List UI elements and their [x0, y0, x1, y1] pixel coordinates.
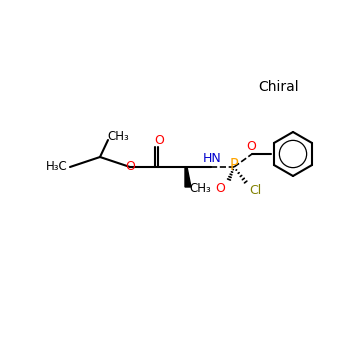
Text: H₃C: H₃C [46, 161, 68, 174]
Text: P: P [230, 159, 238, 174]
Text: HN: HN [203, 153, 221, 166]
Text: O: O [154, 134, 164, 147]
Text: O: O [246, 140, 256, 153]
Polygon shape [185, 167, 191, 187]
Text: CH₃: CH₃ [107, 130, 129, 142]
Text: O: O [125, 160, 135, 173]
Text: CH₃: CH₃ [189, 182, 211, 196]
Text: Cl: Cl [249, 184, 261, 197]
Text: O: O [215, 182, 225, 195]
Text: Chiral: Chiral [258, 80, 299, 94]
